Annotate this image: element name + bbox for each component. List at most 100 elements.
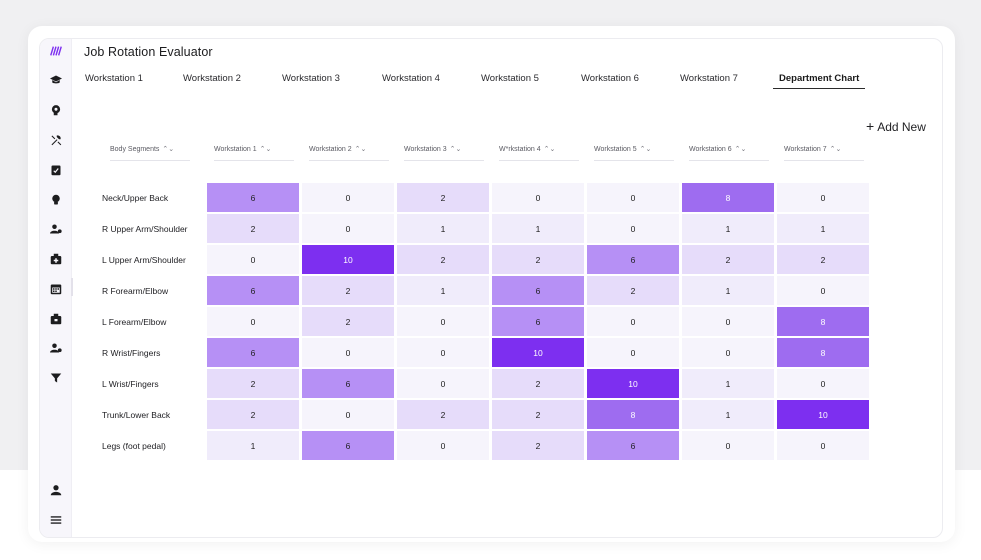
column-header[interactable]: Workstation 5 ⌃⌄ — [594, 139, 674, 161]
heatmap-cell: 2 — [492, 431, 584, 460]
menu-icon[interactable] — [40, 510, 72, 530]
lightbulb-icon[interactable] — [40, 190, 72, 210]
plus-icon: + — [866, 118, 875, 134]
column-header-label: Workstation 2 — [309, 146, 352, 153]
heatmap-cell: 10 — [777, 400, 869, 429]
add-new-label: Add New — [877, 120, 926, 134]
heatmap-cell: 0 — [397, 338, 489, 367]
briefcase-icon[interactable] — [40, 309, 72, 329]
tab-workstation-7[interactable]: Workstation 7 — [680, 73, 738, 84]
heatmap-cell: 6 — [207, 183, 299, 212]
heatmap-cell: 1 — [682, 214, 774, 243]
row-label: L Wrist/Fingers — [102, 379, 159, 389]
heatmap-cell: 10 — [587, 369, 679, 398]
heatmap-cell: 8 — [777, 307, 869, 336]
heatmap-cell: 1 — [397, 214, 489, 243]
heatmap-cell: 0 — [302, 338, 394, 367]
heatmap-cell: 0 — [492, 183, 584, 212]
heatmap-cell: 0 — [777, 369, 869, 398]
tab-department-chart[interactable]: Department Chart — [773, 69, 866, 89]
heatmap-cell: 8 — [682, 183, 774, 212]
heatmap-cell: 2 — [207, 214, 299, 243]
column-header[interactable]: Workstation 7 ⌃⌄ — [784, 139, 864, 161]
user-icon[interactable] — [40, 480, 72, 500]
column-header-label: Workstation 5 — [594, 146, 637, 153]
heatmap-cell: 0 — [587, 307, 679, 336]
sort-icon[interactable]: ⌃⌄ — [543, 146, 556, 153]
column-header-label: Workstation 6 — [689, 146, 732, 153]
calendar-icon[interactable] — [40, 279, 72, 299]
heatmap-cell: 10 — [492, 338, 584, 367]
heatmap-cell: 0 — [587, 214, 679, 243]
sort-icon[interactable]: ⌃⌄ — [162, 146, 175, 153]
tab-workstation-6[interactable]: Workstation 6 — [581, 73, 639, 84]
column-header[interactable]: Workstation 2 ⌃⌄ — [309, 139, 389, 161]
heatmap-cell: 2 — [492, 400, 584, 429]
add-new-button[interactable]: + Add New — [866, 118, 926, 134]
first-aid-kit-icon[interactable] — [40, 249, 72, 269]
graduation-cap-icon[interactable] — [40, 70, 72, 90]
tab-workstation-4[interactable]: Workstation 4 — [382, 73, 440, 84]
heatmap-cell: 10 — [302, 245, 394, 274]
clipboard-check-icon[interactable] — [40, 160, 72, 180]
heatmap-cell: 6 — [587, 245, 679, 274]
heatmap-cell: 0 — [777, 276, 869, 305]
heatmap-cell: 2 — [492, 245, 584, 274]
column-header[interactable]: Workstation 3 ⌃⌄ — [404, 139, 484, 161]
column-header-label: Workstation 3 — [404, 146, 447, 153]
heatmap-cell: 2 — [397, 245, 489, 274]
heatmap-cell: 1 — [682, 369, 774, 398]
heatmap-cell: 6 — [492, 276, 584, 305]
sort-icon[interactable]: ⌃⌄ — [734, 146, 747, 153]
sort-icon[interactable]: ⌃⌄ — [449, 146, 462, 153]
heatmap-cell: 0 — [302, 183, 394, 212]
heatmap-cell: 2 — [397, 183, 489, 212]
column-header[interactable]: W*rkstation 4 ⌃⌄ — [499, 139, 579, 161]
heatmap-cell: 0 — [682, 431, 774, 460]
filter-icon[interactable] — [40, 368, 72, 388]
brand-logo-icon[interactable] — [40, 41, 72, 61]
heatmap-cell: 2 — [777, 245, 869, 274]
heatmap-cell: 2 — [682, 245, 774, 274]
heatmap-cell: 6 — [302, 369, 394, 398]
heatmap-cell: 1 — [207, 431, 299, 460]
tab-workstation-1[interactable]: Workstation 1 — [85, 73, 143, 84]
heatmap-cell: 1 — [682, 400, 774, 429]
app-title: Job Rotation Evaluator — [84, 45, 213, 59]
heatmap-cell: 6 — [302, 431, 394, 460]
heatmap-cell: 1 — [397, 276, 489, 305]
sort-icon[interactable]: ⌃⌄ — [354, 146, 367, 153]
sort-icon[interactable]: ⌃⌄ — [639, 146, 652, 153]
heatmap-cell: 2 — [397, 400, 489, 429]
heatmap-cell: 0 — [397, 369, 489, 398]
tab-workstation-2[interactable]: Workstation 2 — [183, 73, 241, 84]
heatmap-cell: 2 — [492, 369, 584, 398]
user-gear-icon[interactable] — [40, 338, 72, 358]
column-header-label: Workstation 1 — [214, 146, 257, 153]
column-header[interactable]: Workstation 6 ⌃⌄ — [689, 139, 769, 161]
tab-workstation-3[interactable]: Workstation 3 — [282, 73, 340, 84]
heatmap-cell: 0 — [207, 245, 299, 274]
workstation-tabs: Workstation 1 Workstation 2 Workstation 3 W… — [80, 69, 940, 91]
column-header[interactable]: Workstation 1 ⌃⌄ — [214, 139, 294, 161]
app-window: Job Rotation Evaluator Workstation 1 Work… — [39, 38, 943, 538]
table-header: Body Segments ⌃⌄ Workstation 1 ⌃⌄ Workstatio… — [80, 139, 926, 163]
user-settings-icon[interactable] — [40, 219, 72, 239]
row-label: Legs (foot pedal) — [102, 441, 166, 451]
column-header[interactable]: Body Segments ⌃⌄ — [110, 139, 190, 161]
column-header-label: Body Segments — [110, 146, 160, 153]
tab-workstation-5[interactable]: Workstation 5 — [481, 73, 539, 84]
row-label: L Upper Arm/Shoulder — [102, 255, 186, 265]
heatmap-cell: 2 — [302, 276, 394, 305]
heatmap-cell: 0 — [682, 307, 774, 336]
tools-icon[interactable] — [40, 130, 72, 150]
heatmap-cell: 6 — [587, 431, 679, 460]
heatmap-cell: 8 — [587, 400, 679, 429]
heatmap-cell: 6 — [492, 307, 584, 336]
row-label: R Upper Arm/Shoulder — [102, 224, 188, 234]
heatmap-cell: 0 — [397, 431, 489, 460]
heatmap-cell: 0 — [397, 307, 489, 336]
brain-head-icon[interactable] — [40, 100, 72, 120]
sort-icon[interactable]: ⌃⌄ — [259, 146, 272, 153]
sort-icon[interactable]: ⌃⌄ — [829, 146, 842, 153]
